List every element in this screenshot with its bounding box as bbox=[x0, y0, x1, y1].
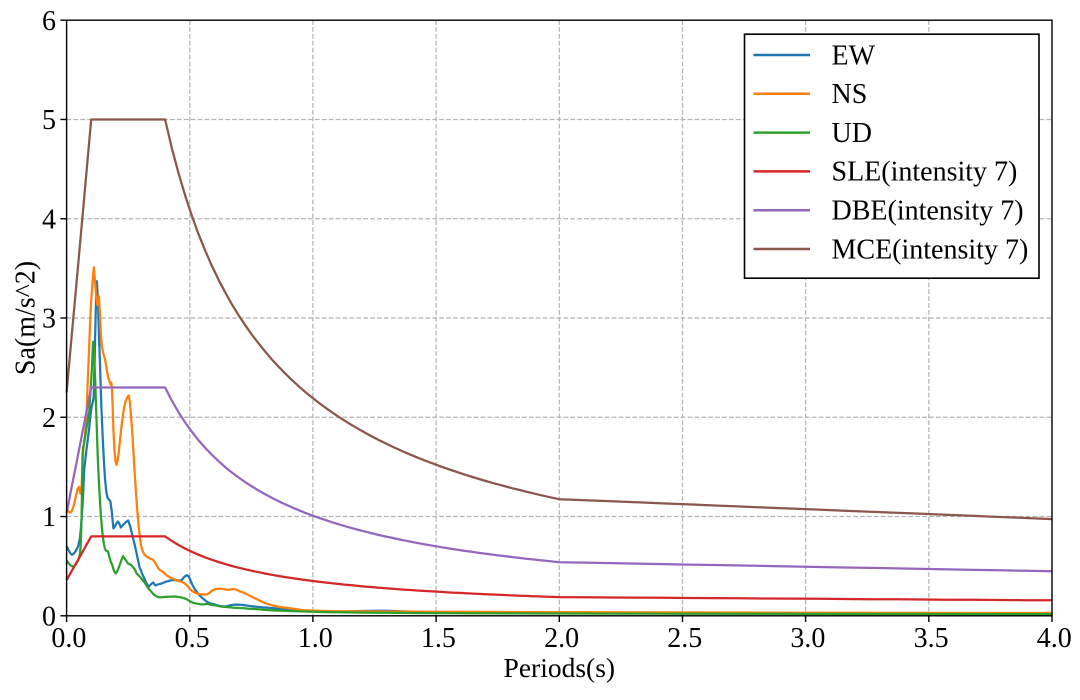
svg-text:DBE(intensity 7): DBE(intensity 7) bbox=[832, 196, 1024, 227]
svg-text:1: 1 bbox=[42, 502, 56, 533]
svg-text:Periods(s): Periods(s) bbox=[504, 652, 616, 683]
svg-text:NS: NS bbox=[832, 79, 868, 110]
svg-text:Sa(m/s^2): Sa(m/s^2) bbox=[11, 261, 42, 375]
svg-text:UD: UD bbox=[832, 118, 872, 149]
svg-text:2: 2 bbox=[42, 403, 56, 434]
svg-text:6: 6 bbox=[42, 6, 56, 37]
svg-text:5: 5 bbox=[42, 105, 56, 136]
svg-text:2.5: 2.5 bbox=[667, 623, 702, 654]
svg-text:EW: EW bbox=[832, 40, 876, 71]
svg-text:3.5: 3.5 bbox=[914, 623, 949, 654]
svg-text:3.0: 3.0 bbox=[790, 623, 825, 654]
svg-text:MCE(intensity 7): MCE(intensity 7) bbox=[832, 234, 1029, 265]
svg-text:1.0: 1.0 bbox=[298, 623, 333, 654]
svg-text:4: 4 bbox=[42, 204, 56, 235]
svg-text:3: 3 bbox=[42, 304, 56, 335]
svg-text:0.0: 0.0 bbox=[51, 623, 86, 654]
svg-text:4.0: 4.0 bbox=[1037, 623, 1072, 654]
svg-text:SLE(intensity 7): SLE(intensity 7) bbox=[832, 157, 1018, 188]
svg-text:2.0: 2.0 bbox=[544, 623, 579, 654]
svg-text:0: 0 bbox=[42, 602, 56, 633]
svg-text:1.5: 1.5 bbox=[421, 623, 456, 654]
svg-text:0.5: 0.5 bbox=[175, 623, 210, 654]
